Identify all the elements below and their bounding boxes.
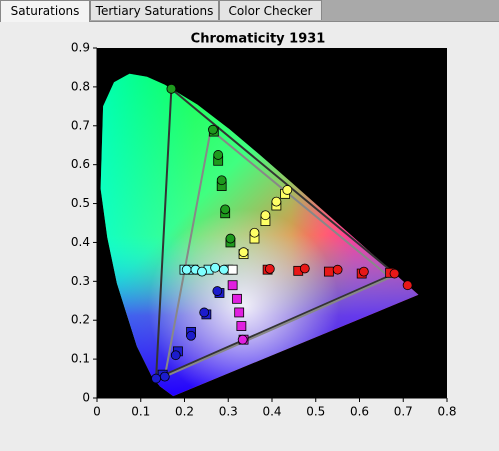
x-tick-label: 0.1	[131, 405, 150, 419]
y-tick-label: 0.7	[71, 118, 90, 132]
measured-point	[216, 175, 227, 186]
measured-point	[170, 350, 181, 361]
tab-bar: Saturations Tertiary Saturations Color C…	[0, 0, 499, 22]
measured-point	[264, 263, 275, 274]
measured-point	[208, 124, 218, 135]
measured-point	[389, 268, 400, 279]
spectral-locus	[100, 73, 419, 397]
target-square	[234, 307, 245, 318]
x-tick-label: 0.5	[306, 405, 325, 419]
y-tick-label: 0.3	[71, 274, 90, 288]
tab[interactable]: Tertiary Saturations	[90, 0, 219, 20]
measured-point	[181, 264, 192, 275]
measured-point	[402, 280, 413, 291]
measured-point	[282, 185, 293, 195]
target-square	[227, 280, 238, 291]
measured-point	[213, 150, 224, 160]
measured-point	[212, 286, 223, 296]
y-tick-label: 0.1	[71, 352, 90, 366]
measured-point	[299, 263, 310, 274]
target-square	[323, 266, 334, 277]
x-tick-label: 0.7	[394, 405, 413, 419]
y-tick-label: 0.4	[71, 235, 90, 249]
chart-title: Chromaticity 1931	[191, 32, 326, 47]
measured-point	[220, 204, 231, 215]
x-tick-label: 0.8	[437, 405, 456, 419]
measured-point	[332, 264, 343, 275]
gamut-triangle	[154, 86, 397, 381]
target-square	[227, 264, 238, 275]
measured-point	[218, 264, 229, 275]
tab[interactable]: Color Checker	[219, 0, 322, 20]
x-tick-label: 0.3	[219, 405, 238, 419]
measured-point	[237, 334, 248, 345]
y-tick-label: 0.9	[71, 41, 90, 55]
tab[interactable]: Saturations	[0, 0, 90, 22]
chart: Chromaticity 1931 0 0.1 0.2 0.3 0.4 0.5 0.6 0.7…	[71, 32, 457, 419]
measured-point	[260, 210, 271, 221]
y-tick-label: 0.6	[71, 157, 90, 171]
measured-point	[186, 330, 196, 341]
y-tick-label: 0.5	[71, 196, 90, 210]
measured-point	[151, 373, 161, 384]
measured-point	[210, 262, 221, 273]
measured-point	[358, 266, 369, 277]
y-tick-label: 0.8	[71, 79, 90, 93]
measured-point	[166, 83, 177, 94]
x-tick-label: 0.4	[262, 405, 281, 419]
x-tick-label: 0.2	[175, 405, 194, 419]
gamut-triangle	[163, 127, 393, 379]
y-tick-label: 0	[82, 391, 90, 405]
measured-point	[225, 233, 236, 244]
measured-point	[159, 371, 170, 382]
measured-point	[249, 227, 260, 238]
target-square	[232, 293, 242, 304]
measured-point	[238, 247, 249, 258]
measured-point	[197, 266, 207, 277]
measured-point	[271, 196, 282, 207]
x-tick-label: 0	[93, 405, 101, 419]
y-tick-label: 0.2	[71, 313, 90, 327]
measured-point	[199, 307, 210, 318]
target-square	[236, 321, 247, 331]
x-tick-label: 0.6	[350, 405, 369, 419]
